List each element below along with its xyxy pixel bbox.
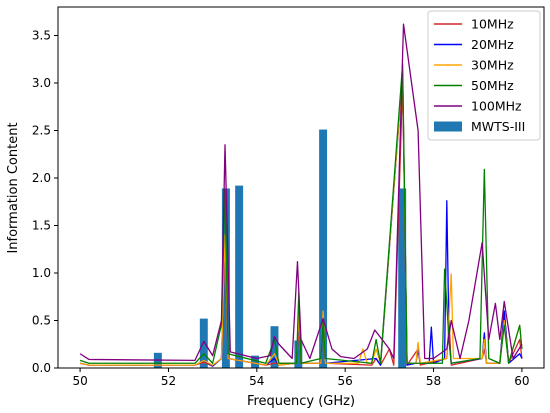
- x-axis-ticks: 50 52 54 56 58 60: [72, 368, 530, 388]
- x-axis-label: Frequency (GHz): [247, 394, 355, 409]
- lines-layer: [79, 23, 523, 367]
- x-tick-label: 52: [161, 374, 176, 388]
- x-tick-label: 50: [72, 374, 87, 388]
- y-tick-label: 0.5: [32, 314, 51, 328]
- y-axis-ticks: 0.0 0.5 1.0 1.5 2.0 2.5 3.0 3.5: [32, 29, 58, 375]
- y-axis-label: Information Content: [6, 122, 21, 253]
- legend-label: 20MHz: [471, 37, 514, 52]
- legend-label: 10MHz: [471, 17, 514, 32]
- legend-label: 100MHz: [471, 99, 522, 114]
- y-tick-label: 0.0: [32, 361, 51, 375]
- y-tick-label: 2.0: [32, 171, 51, 185]
- legend-label: 30MHz: [471, 58, 514, 73]
- bars-layer: [153, 129, 407, 368]
- legend-swatch: [434, 121, 462, 132]
- x-tick-label: 58: [426, 374, 441, 388]
- bar-mwts-iii: [235, 185, 244, 368]
- y-tick-label: 1.0: [32, 266, 51, 280]
- x-tick-label: 60: [514, 374, 529, 388]
- bar-mwts-iii: [199, 318, 208, 368]
- legend-label: MWTS-III: [471, 119, 525, 134]
- bar-mwts-iii: [319, 129, 328, 368]
- x-tick-label: 56: [338, 374, 353, 388]
- bar-mwts-iii: [251, 355, 260, 368]
- plot-frame: [57, 6, 545, 369]
- series-line-100mhz: [79, 23, 523, 362]
- legend-label: 50MHz: [471, 78, 514, 93]
- legend: 10MHz 20MHz 30MHz 50MHz 100MHz MWTS-III: [427, 10, 541, 141]
- bar-mwts-iii: [270, 326, 279, 368]
- bar-mwts-iii: [398, 188, 407, 368]
- y-tick-label: 3.5: [32, 29, 51, 43]
- bar-mwts-iii: [294, 340, 303, 368]
- y-tick-label: 1.5: [32, 219, 51, 233]
- x-tick-label: 54: [249, 374, 264, 388]
- y-tick-label: 3.0: [32, 76, 51, 90]
- y-tick-label: 2.5: [32, 124, 51, 138]
- legend-frame: [427, 10, 541, 141]
